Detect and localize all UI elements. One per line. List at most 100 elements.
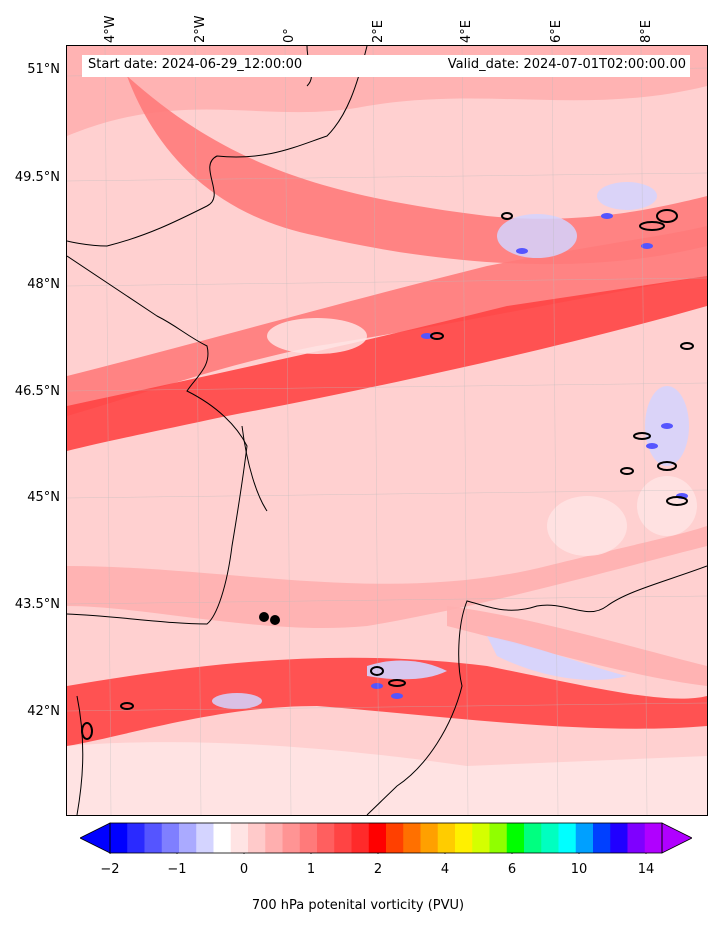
- estuary-gironde: [241, 425, 268, 512]
- colorbar-cell: [282, 823, 301, 853]
- neg-speck-3: [661, 423, 673, 429]
- lon-label-0: 0°: [282, 28, 297, 43]
- colorbar-ticks: [109, 853, 647, 854]
- band-channel: [127, 76, 707, 265]
- colorbar-cell: [196, 823, 214, 853]
- coastline-4: [76, 695, 84, 815]
- pv-contour-3: [633, 432, 651, 440]
- colorbar-cell: [368, 823, 387, 853]
- lat-label-43-5n: 43.5°N: [14, 597, 60, 612]
- colorbar-cell: [437, 823, 456, 853]
- band-jet-1: [67, 226, 707, 416]
- lon-label-2e: 2°E: [371, 20, 386, 43]
- pv-contour-0: [656, 209, 678, 223]
- field-blob-3: [267, 318, 367, 354]
- lat-label-42n: 42°N: [27, 704, 60, 719]
- colorbar-cell: [575, 823, 594, 853]
- neg-speck-4: [646, 443, 658, 449]
- colorbar-cell: [403, 823, 421, 853]
- pv-contour-4: [657, 461, 677, 471]
- parallel-3: [67, 382, 707, 392]
- colorbar-extend-high: [661, 822, 692, 854]
- pv-contour-9: [120, 702, 134, 710]
- pv-contour-12: [501, 212, 513, 220]
- cb-tick-label-1: 1: [306, 862, 316, 877]
- pv-contour-1: [639, 221, 665, 231]
- neg-speck-0: [601, 213, 613, 219]
- pv-contour-7: [370, 666, 384, 676]
- colorbar-cell: [127, 823, 145, 853]
- colorbar-cell: [420, 823, 439, 853]
- pv-field-map: [67, 46, 707, 815]
- neg-speck-6: [371, 683, 383, 689]
- cb-tick-label-neg2: −2: [100, 862, 120, 877]
- colorbar-cell: [644, 823, 663, 853]
- colorbar-cell: [179, 823, 197, 853]
- parallel-2: [67, 277, 707, 287]
- field-blob-0: [497, 214, 577, 258]
- pv-shaded-field: [67, 46, 707, 815]
- cb-tick-label-6: 6: [507, 862, 517, 877]
- station-marker-1: [270, 615, 280, 625]
- field-blob-1: [597, 182, 657, 210]
- cb-tick-label-14: 14: [637, 862, 655, 877]
- colorbar-cells: [110, 823, 663, 853]
- lon-label-2w: 2°W: [193, 15, 208, 43]
- lat-label-49-5n: 49.5°N: [14, 170, 60, 185]
- lon-label-4e: 4°E: [459, 20, 474, 43]
- cb-tick-label-0: 0: [239, 862, 249, 877]
- parallel-5: [67, 595, 707, 605]
- colorbar-cell: [351, 823, 370, 853]
- coastlines: [67, 46, 707, 815]
- parallel-1: [67, 172, 707, 182]
- colorbar-cell: [386, 823, 404, 853]
- colorbar-cell: [110, 823, 128, 853]
- parallel-6: [67, 702, 707, 712]
- pv-contour-8: [388, 679, 406, 687]
- colorbar-cell: [558, 823, 577, 853]
- band-jet-2: [67, 276, 707, 451]
- neg-speck-8: [421, 333, 433, 339]
- lon-label-8e: 8°E: [639, 20, 654, 43]
- neg-speck-1: [641, 243, 653, 249]
- lat-label-46-5n: 46.5°N: [14, 384, 60, 399]
- colorbar-cell: [455, 823, 473, 853]
- colorbar-cell: [230, 823, 249, 853]
- meridian-1: [194, 46, 202, 815]
- colorbar-cell: [317, 823, 335, 853]
- pv-contour-5: [666, 496, 688, 506]
- meridian-2: [284, 46, 292, 815]
- colorbar-cell: [627, 823, 646, 853]
- band-south: [67, 526, 707, 629]
- colorbar-cell: [593, 823, 611, 853]
- band-pyrenees: [67, 657, 707, 746]
- cb-tick-label-10: 10: [570, 862, 588, 877]
- pv-contour-11: [430, 332, 444, 340]
- colorbar-cell: [489, 823, 508, 853]
- colorbar-cell: [213, 823, 232, 853]
- parallel-4: [67, 489, 707, 499]
- coastline-3: [366, 565, 707, 815]
- field-blob-4: [637, 476, 697, 536]
- field-blob-6: [547, 496, 627, 556]
- band-med: [447, 606, 707, 686]
- colorbar-extend-low: [80, 822, 111, 854]
- field-blob-5: [212, 693, 262, 709]
- colorbar-cell: [161, 823, 180, 853]
- colorbar-cell: [472, 823, 490, 853]
- neg-speck-2: [516, 248, 528, 254]
- lat-label-45n: 45°N: [27, 490, 60, 505]
- colorbar-cell: [144, 823, 163, 853]
- pv-contour-6: [620, 467, 634, 475]
- patch-spain-neg: [367, 660, 447, 680]
- meridian-6: [640, 46, 648, 815]
- coastline-0: [67, 46, 368, 247]
- lon-label-4w: 4°W: [103, 15, 118, 43]
- colorbar-cell: [506, 823, 525, 853]
- colorbar-cell: [265, 823, 283, 853]
- lon-label-6e: 6°E: [549, 20, 564, 43]
- lat-label-48n: 48°N: [27, 277, 60, 292]
- map-panel: [66, 45, 708, 816]
- lat-label-51n: 51°N: [27, 62, 60, 77]
- pv-contour-10: [81, 722, 93, 740]
